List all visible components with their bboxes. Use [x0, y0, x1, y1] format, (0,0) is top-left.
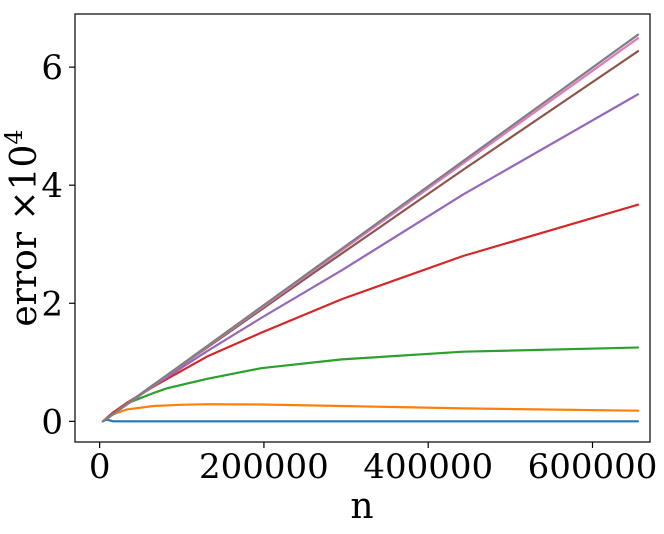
y-axis-label: error ×104	[0, 129, 45, 326]
series-layer	[101, 33, 640, 423]
x-axis: 0 200000 400000 600000	[89, 442, 658, 487]
x-tick-label: 400000	[363, 447, 493, 487]
y-tick-label: 2	[41, 284, 63, 324]
y-tick-label: 6	[41, 48, 63, 88]
x-tick-label: 200000	[199, 447, 329, 487]
x-tick-label: 600000	[528, 447, 658, 487]
y-tick-label: 4	[41, 166, 63, 206]
series-line-8	[101, 33, 640, 423]
y-tick-label: 0	[41, 402, 63, 442]
y-axis: 0 2 4 6	[41, 48, 75, 442]
y-axis-label-base: error ×10	[4, 145, 45, 327]
x-axis-label: n	[350, 486, 373, 527]
series-line-4	[101, 203, 640, 423]
series-line-5	[101, 93, 640, 423]
series-line-2	[101, 403, 640, 423]
series-line-1	[101, 418, 640, 423]
plot-frame	[74, 13, 651, 443]
x-tick-label: 0	[89, 447, 111, 487]
y-axis-label-exponent: 4	[0, 129, 28, 144]
